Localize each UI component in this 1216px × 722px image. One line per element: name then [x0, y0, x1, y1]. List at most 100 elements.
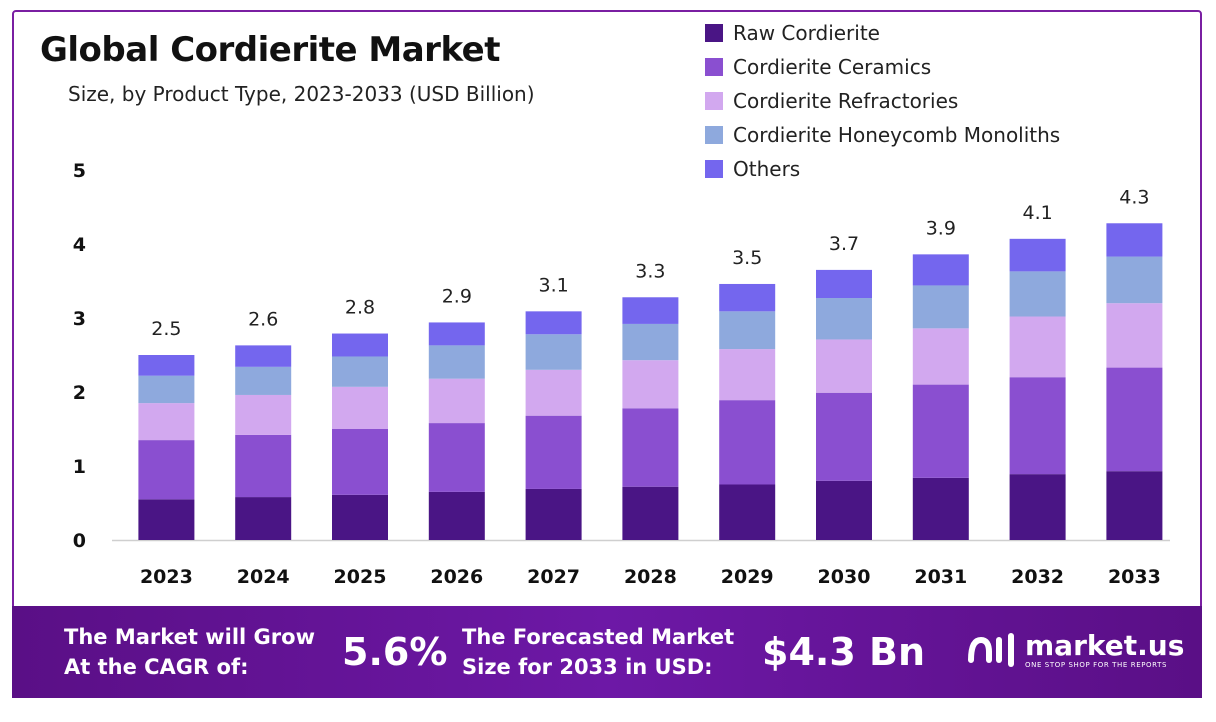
bar-total-label: 3.3: [635, 260, 665, 282]
bar-segment: [816, 480, 872, 540]
legend-item-cordierite-refractories: Cordierite Refractories: [705, 84, 1060, 118]
cagr-value: 5.6%: [342, 630, 448, 674]
bar-segment: [1106, 223, 1163, 257]
legend-swatch: [705, 24, 723, 42]
bar-segment: [235, 345, 292, 367]
bar-segment: [622, 408, 679, 487]
bar-segment: [719, 400, 776, 485]
x-tick-label: 2028: [624, 566, 677, 588]
legend-swatch: [705, 92, 723, 110]
bar-segment: [719, 311, 776, 350]
bar-segment: [1009, 377, 1066, 475]
bar-segment: [912, 328, 969, 385]
legend-swatch: [705, 126, 723, 144]
bar-segment: [1009, 316, 1066, 378]
bar-segment: [332, 386, 388, 429]
brand-tagline: ONE STOP SHOP FOR THE REPORTS: [1025, 661, 1168, 669]
bar-segment: [622, 297, 679, 324]
bar-segment: [719, 283, 776, 312]
y-tick-label: 2: [73, 382, 86, 404]
legend-label: Cordierite Ceramics: [733, 55, 932, 79]
forecast-caption-line2: Size for 2033 in USD:: [462, 655, 713, 679]
footer-banner: The Market will Grow At the CAGR of: 5.6…: [12, 606, 1202, 698]
legend-label: Raw Cordierite: [733, 21, 880, 45]
bar-segment: [912, 285, 969, 329]
forecast-caption: The Forecasted Market Size for 2033 in U…: [462, 622, 734, 682]
chart-subtitle: Size, by Product Type, 2023-2033 (USD Bi…: [68, 82, 535, 106]
x-tick-label: 2030: [818, 566, 871, 588]
bar-segment: [816, 339, 872, 393]
x-tick-label: 2031: [914, 566, 967, 588]
legend-label: Cordierite Honeycomb Monoliths: [733, 123, 1061, 147]
bar-segment: [138, 499, 195, 540]
legend-item-cordierite-ceramics: Cordierite Ceramics: [705, 50, 1060, 84]
bar-segment: [1009, 271, 1066, 317]
bar-segment: [1106, 303, 1163, 368]
legend-label: Cordierite Refractories: [733, 89, 959, 113]
brand-name: market.us: [1025, 629, 1185, 662]
bar-total-label: 4.1: [1022, 202, 1052, 224]
cagr-caption-line1: The Market will Grow: [64, 625, 315, 649]
bar-segment: [622, 360, 679, 409]
y-tick-label: 1: [73, 456, 86, 478]
x-tick-label: 2023: [140, 566, 193, 588]
legend: Raw Cordierite Cordierite Ceramics Cordi…: [705, 16, 1060, 186]
bar-total-label: 3.5: [732, 247, 762, 269]
bar-total-label: 3.9: [926, 217, 956, 239]
bar-segment: [525, 311, 582, 335]
bar-segment: [816, 269, 872, 299]
cagr-caption: The Market will Grow At the CAGR of:: [64, 622, 315, 682]
bar-segment: [235, 394, 292, 435]
x-tick-label: 2027: [527, 566, 580, 588]
x-tick-label: 2032: [1011, 566, 1064, 588]
bar-segment: [1106, 471, 1163, 540]
legend-item-honeycomb-monoliths: Cordierite Honeycomb Monoliths: [705, 118, 1060, 152]
bar-segment: [525, 334, 582, 370]
bar-total-label: 2.8: [345, 297, 375, 319]
bar-segment: [235, 366, 292, 395]
bar-total-label: 2.6: [248, 308, 278, 330]
bar-segment: [332, 429, 388, 495]
bar-segment: [912, 477, 969, 540]
bar-segment: [816, 392, 872, 481]
bar-segment: [525, 369, 582, 416]
bar-segment: [138, 375, 195, 404]
chart-title: Global Cordierite Market: [40, 30, 500, 70]
bar-segment: [428, 423, 485, 492]
bar-segment: [138, 403, 195, 441]
forecast-value: $4.3 Bn: [762, 630, 926, 674]
bar-segment: [428, 322, 485, 346]
x-tick-label: 2029: [721, 566, 774, 588]
y-tick-label: 5: [73, 160, 86, 182]
bar-segment: [622, 486, 679, 540]
bar-segment: [235, 497, 292, 540]
y-tick-label: 4: [73, 234, 86, 256]
y-tick-label: 3: [73, 308, 86, 330]
stacked-bar-chart: 0 1 2 3 4 5 2.5 2023 2.6 2024 2.8 2025 2.9 2026 3.1 202…: [73, 160, 1170, 588]
x-tick-label: 2024: [237, 566, 290, 588]
market-us-logo-icon: [968, 633, 1014, 667]
bar-total-label: 2.9: [442, 285, 472, 307]
bar-segment: [1009, 474, 1066, 540]
y-tick-label: 0: [73, 530, 86, 552]
legend-item-raw-cordierite: Raw Cordierite: [705, 16, 1060, 50]
x-tick-label: 2033: [1108, 566, 1161, 588]
bar-segment: [816, 298, 872, 340]
bar-segment: [912, 254, 969, 286]
legend-label: Others: [733, 157, 801, 181]
bar-segment: [235, 434, 292, 498]
bar-segment: [719, 349, 776, 401]
bar-total-label: 3.7: [829, 233, 859, 255]
bar-segment: [428, 378, 485, 424]
legend-swatch: [705, 160, 723, 178]
bar-segment: [1009, 238, 1066, 272]
bar-segment: [622, 323, 679, 361]
legend-item-others: Others: [705, 152, 1060, 186]
bar-segment: [525, 415, 582, 489]
bar-segment: [912, 384, 969, 478]
bar-segment: [138, 440, 195, 500]
bar-segment: [428, 345, 485, 379]
x-tick-label: 2025: [334, 566, 387, 588]
bar-segment: [138, 355, 195, 376]
bar-segment: [428, 491, 485, 540]
